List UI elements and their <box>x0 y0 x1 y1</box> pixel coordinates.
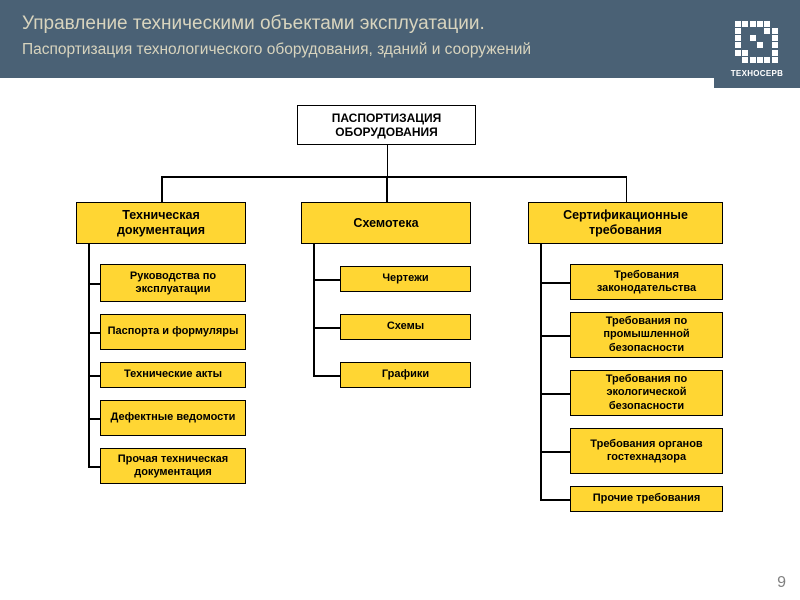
edge <box>88 244 90 466</box>
leaf-cert-0: Требования законодательства <box>570 264 723 300</box>
leaf-tech-doc-4: Прочая техническая документация <box>100 448 246 484</box>
category-schemoteka: Схемотека <box>301 202 471 244</box>
leaf-schemoteka-2: Графики <box>340 362 471 388</box>
title-sub: Паспортизация технологического оборудова… <box>22 41 714 59</box>
leaf-tech-doc-2: Технические акты <box>100 362 246 388</box>
title-main: Управление техническими объектами эксплу… <box>22 12 714 37</box>
edge <box>161 176 163 202</box>
logo-icon <box>735 21 779 65</box>
root-node: ПАСПОРТИЗАЦИЯ ОБОРУДОВАНИЯ <box>297 105 476 145</box>
edge <box>88 375 100 377</box>
header-text: Управление техническими объектами эксплу… <box>22 10 714 59</box>
page-number: 9 <box>777 574 786 592</box>
edge <box>540 335 570 337</box>
edge <box>626 176 628 202</box>
edge <box>313 327 340 329</box>
edge <box>540 499 570 501</box>
leaf-schemoteka-0: Чертежи <box>340 266 471 292</box>
category-cert: Сертификационные требования <box>528 202 723 244</box>
edge <box>313 244 315 375</box>
logo-label: ТЕХНОСЕРВ <box>731 69 784 78</box>
org-chart: ПАСПОРТИЗАЦИЯ ОБОРУДОВАНИЯ Техническая до… <box>0 78 800 600</box>
edge <box>540 393 570 395</box>
leaf-tech-doc-1: Паспорта и формуляры <box>100 314 246 350</box>
leaf-schemoteka-1: Схемы <box>340 314 471 340</box>
leaf-cert-3: Требования органов гостехнадзора <box>570 428 723 474</box>
leaf-cert-1: Требования по промышленной безопасности <box>570 312 723 358</box>
edge <box>88 332 100 334</box>
edge <box>313 375 340 377</box>
edge <box>387 145 389 176</box>
edge <box>88 466 100 468</box>
edge <box>88 283 100 285</box>
leaf-cert-2: Требования по экологической безопасности <box>570 370 723 416</box>
edge <box>386 176 388 202</box>
edge <box>540 282 570 284</box>
edge <box>313 279 340 281</box>
edge <box>88 418 100 420</box>
leaf-tech-doc-0: Руководства по эксплуатации <box>100 264 246 302</box>
edge <box>161 176 626 178</box>
leaf-tech-doc-3: Дефектные ведомости <box>100 400 246 436</box>
leaf-cert-4: Прочие требования <box>570 486 723 512</box>
category-tech-doc: Техническая документация <box>76 202 246 244</box>
edge <box>540 451 570 453</box>
logo: ТЕХНОСЕРВ <box>714 10 800 88</box>
header-bar: Управление техническими объектами эксплу… <box>0 0 800 78</box>
